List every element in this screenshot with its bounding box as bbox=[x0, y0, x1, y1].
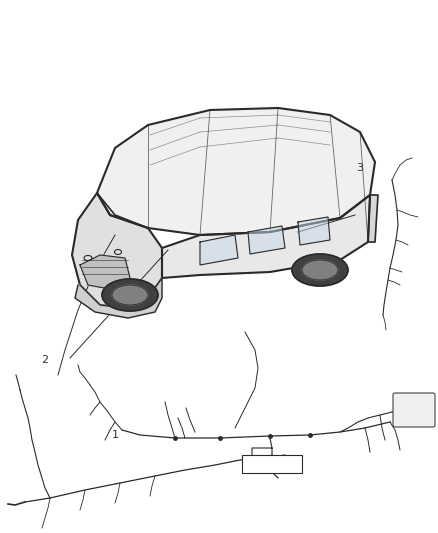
Polygon shape bbox=[368, 195, 378, 242]
Text: 3: 3 bbox=[357, 163, 364, 173]
Polygon shape bbox=[200, 235, 238, 265]
Text: 2: 2 bbox=[42, 355, 49, 365]
Bar bbox=[242, 455, 302, 473]
Text: 1: 1 bbox=[112, 430, 119, 440]
Polygon shape bbox=[75, 278, 162, 318]
Ellipse shape bbox=[112, 285, 148, 305]
Ellipse shape bbox=[292, 254, 348, 286]
Polygon shape bbox=[72, 193, 162, 308]
Polygon shape bbox=[248, 226, 285, 254]
Polygon shape bbox=[162, 195, 370, 278]
Ellipse shape bbox=[302, 260, 338, 280]
Polygon shape bbox=[97, 108, 375, 235]
Polygon shape bbox=[80, 255, 130, 290]
Polygon shape bbox=[298, 217, 330, 245]
Ellipse shape bbox=[102, 279, 158, 311]
FancyBboxPatch shape bbox=[393, 393, 435, 427]
